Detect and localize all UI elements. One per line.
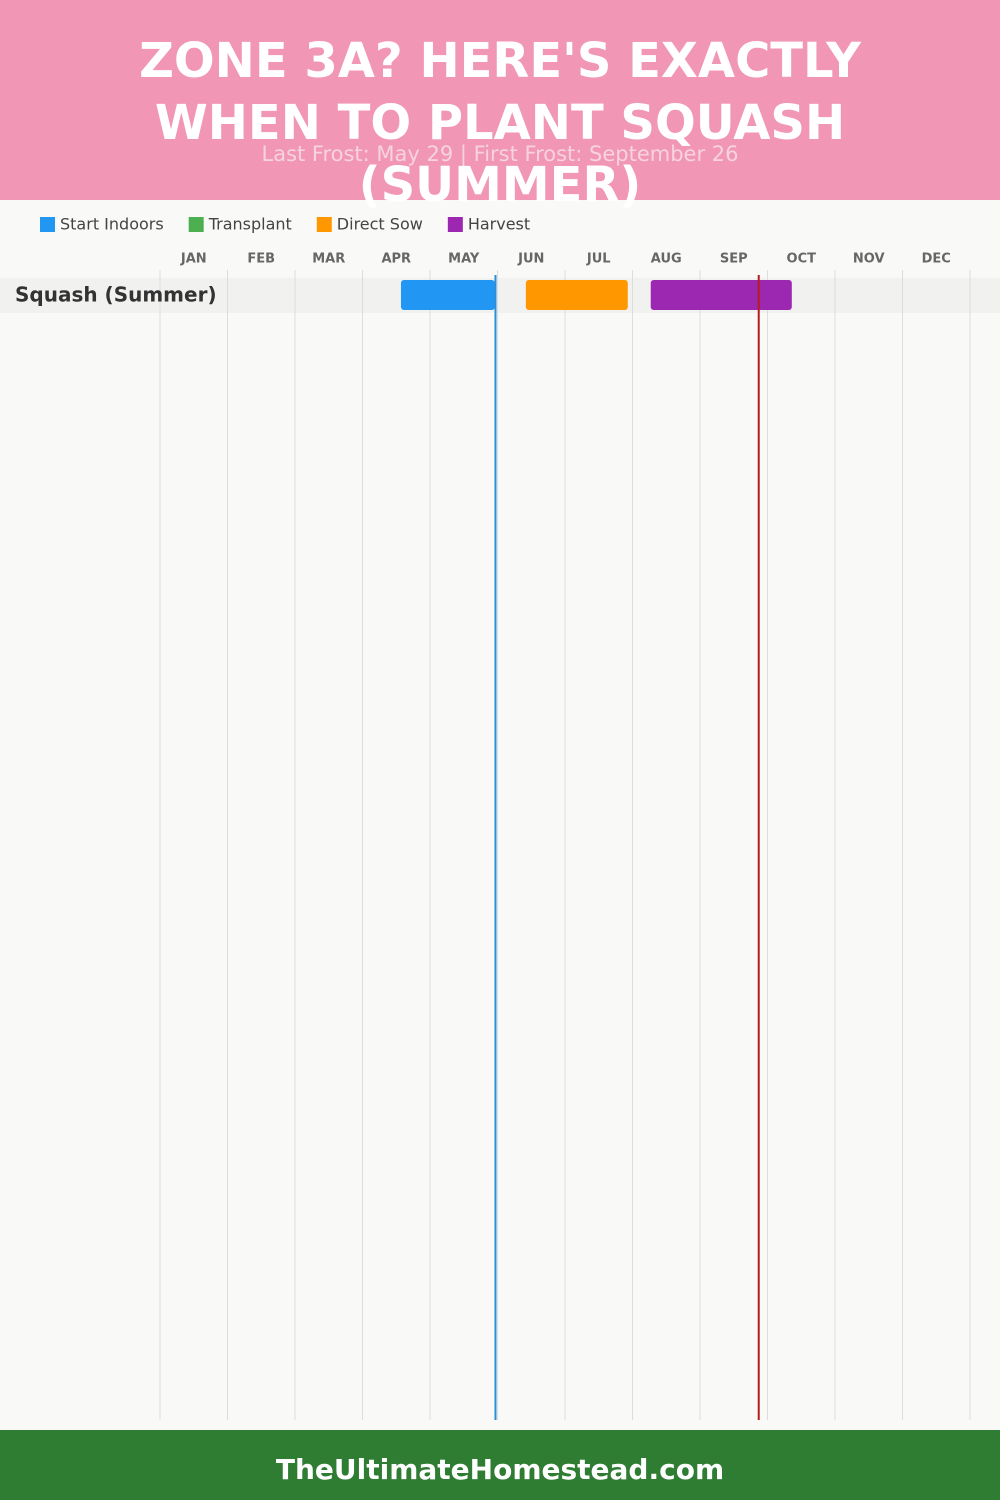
x-tick-label: DEC: [922, 252, 951, 267]
legend-label: Harvest: [468, 215, 530, 234]
x-tick-label: NOV: [853, 252, 885, 267]
legend-swatch: [188, 217, 204, 232]
x-tick-label: MAY: [448, 252, 480, 267]
x-tick-label: OCT: [787, 252, 817, 267]
legend-swatch: [447, 217, 463, 232]
legend-label: Start Indoors: [60, 215, 164, 234]
x-tick-label: JUN: [517, 252, 544, 267]
legend-swatch: [40, 217, 55, 232]
x-tick-label: AUG: [651, 252, 682, 267]
footer-band: [0, 1430, 1000, 1500]
header-band: [0, 0, 1000, 200]
bar: [400, 280, 495, 310]
x-tick-label: MAR: [312, 252, 345, 267]
legend-label: Transplant: [208, 215, 292, 234]
row-label: Squash (Summer): [15, 283, 217, 307]
chart-title: ZONE 3A? HERE'S EXACTLY WHEN TO PLANT SQ…: [139, 33, 861, 213]
bar: [525, 280, 628, 310]
subtitle: Last Frost: May 29 | First Frost: Septem…: [262, 142, 739, 167]
row-band: [0, 278, 1000, 313]
legend-swatch: [316, 217, 332, 232]
x-tick-label: FEB: [247, 252, 275, 267]
footer-text: TheUltimateHomestead.com: [276, 1453, 724, 1486]
bar: [650, 280, 792, 310]
x-tick-label: JAN: [180, 252, 207, 267]
x-tick-label: SEP: [720, 252, 748, 267]
legend-label: Direct Sow: [337, 215, 423, 234]
x-tick-label: JUL: [586, 252, 611, 267]
x-tick-label: APR: [381, 252, 411, 267]
